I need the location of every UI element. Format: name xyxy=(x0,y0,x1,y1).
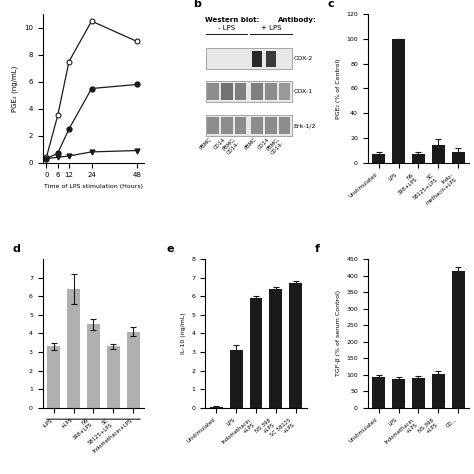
Bar xyxy=(235,83,246,100)
Bar xyxy=(412,378,425,408)
Bar xyxy=(269,289,283,408)
Text: - LPS: - LPS xyxy=(218,25,235,30)
Bar xyxy=(372,154,385,163)
Text: COX-2: COX-2 xyxy=(293,56,313,61)
Bar xyxy=(221,83,233,100)
Bar xyxy=(452,271,465,408)
Text: PBMC: PBMC xyxy=(199,137,213,151)
Bar xyxy=(432,374,445,408)
Bar xyxy=(452,152,465,163)
Text: CD14: CD14 xyxy=(213,137,227,150)
Bar xyxy=(206,115,292,136)
Y-axis label: IL-10 (ng/mL): IL-10 (ng/mL) xyxy=(181,312,186,354)
Bar xyxy=(235,118,246,134)
Bar xyxy=(210,407,223,408)
Bar xyxy=(252,51,263,67)
Text: Antibody:: Antibody: xyxy=(278,17,317,23)
Text: Erk-1/2: Erk-1/2 xyxy=(293,123,316,128)
Bar xyxy=(207,83,219,100)
Text: CD14: CD14 xyxy=(257,137,271,150)
Bar xyxy=(67,289,80,408)
Text: + LPS: + LPS xyxy=(261,25,281,30)
Bar xyxy=(392,379,405,408)
Text: PBMC,
CD14-: PBMC, CD14- xyxy=(265,137,285,156)
Text: e: e xyxy=(166,244,174,254)
Bar xyxy=(207,118,219,134)
Bar xyxy=(251,83,263,100)
Text: Western blot:: Western blot: xyxy=(205,17,260,23)
Bar xyxy=(249,298,263,408)
Text: PBMC,
CD14-: PBMC, CD14- xyxy=(221,137,240,156)
Bar xyxy=(266,51,276,67)
Bar xyxy=(87,324,100,408)
Y-axis label: PGE₂ (ng/mL): PGE₂ (ng/mL) xyxy=(12,65,18,112)
Bar xyxy=(206,48,292,69)
Bar xyxy=(289,283,302,408)
Text: PBMC: PBMC xyxy=(243,137,257,151)
Bar xyxy=(221,118,233,134)
Bar xyxy=(265,83,277,100)
Bar xyxy=(47,346,60,408)
X-axis label: Time of LPS stimulation (Hours): Time of LPS stimulation (Hours) xyxy=(44,184,143,189)
Bar xyxy=(206,81,292,102)
Bar xyxy=(392,39,405,163)
Y-axis label: PGE₂ (% of Control): PGE₂ (% of Control) xyxy=(336,58,341,118)
Bar xyxy=(412,154,425,163)
Bar xyxy=(279,118,291,134)
Text: b: b xyxy=(193,0,201,9)
Text: c: c xyxy=(327,0,334,9)
Text: f: f xyxy=(315,244,320,254)
Bar xyxy=(279,83,291,100)
Text: COX-1: COX-1 xyxy=(293,89,313,94)
Bar xyxy=(127,331,140,408)
Bar xyxy=(251,118,263,134)
Bar xyxy=(432,146,445,163)
Bar xyxy=(229,350,243,408)
Bar xyxy=(107,346,120,408)
Y-axis label: TGF-β (% of serum Control): TGF-β (% of serum Control) xyxy=(336,291,341,376)
Bar xyxy=(265,118,277,134)
Text: d: d xyxy=(12,244,20,254)
Bar xyxy=(372,377,385,408)
